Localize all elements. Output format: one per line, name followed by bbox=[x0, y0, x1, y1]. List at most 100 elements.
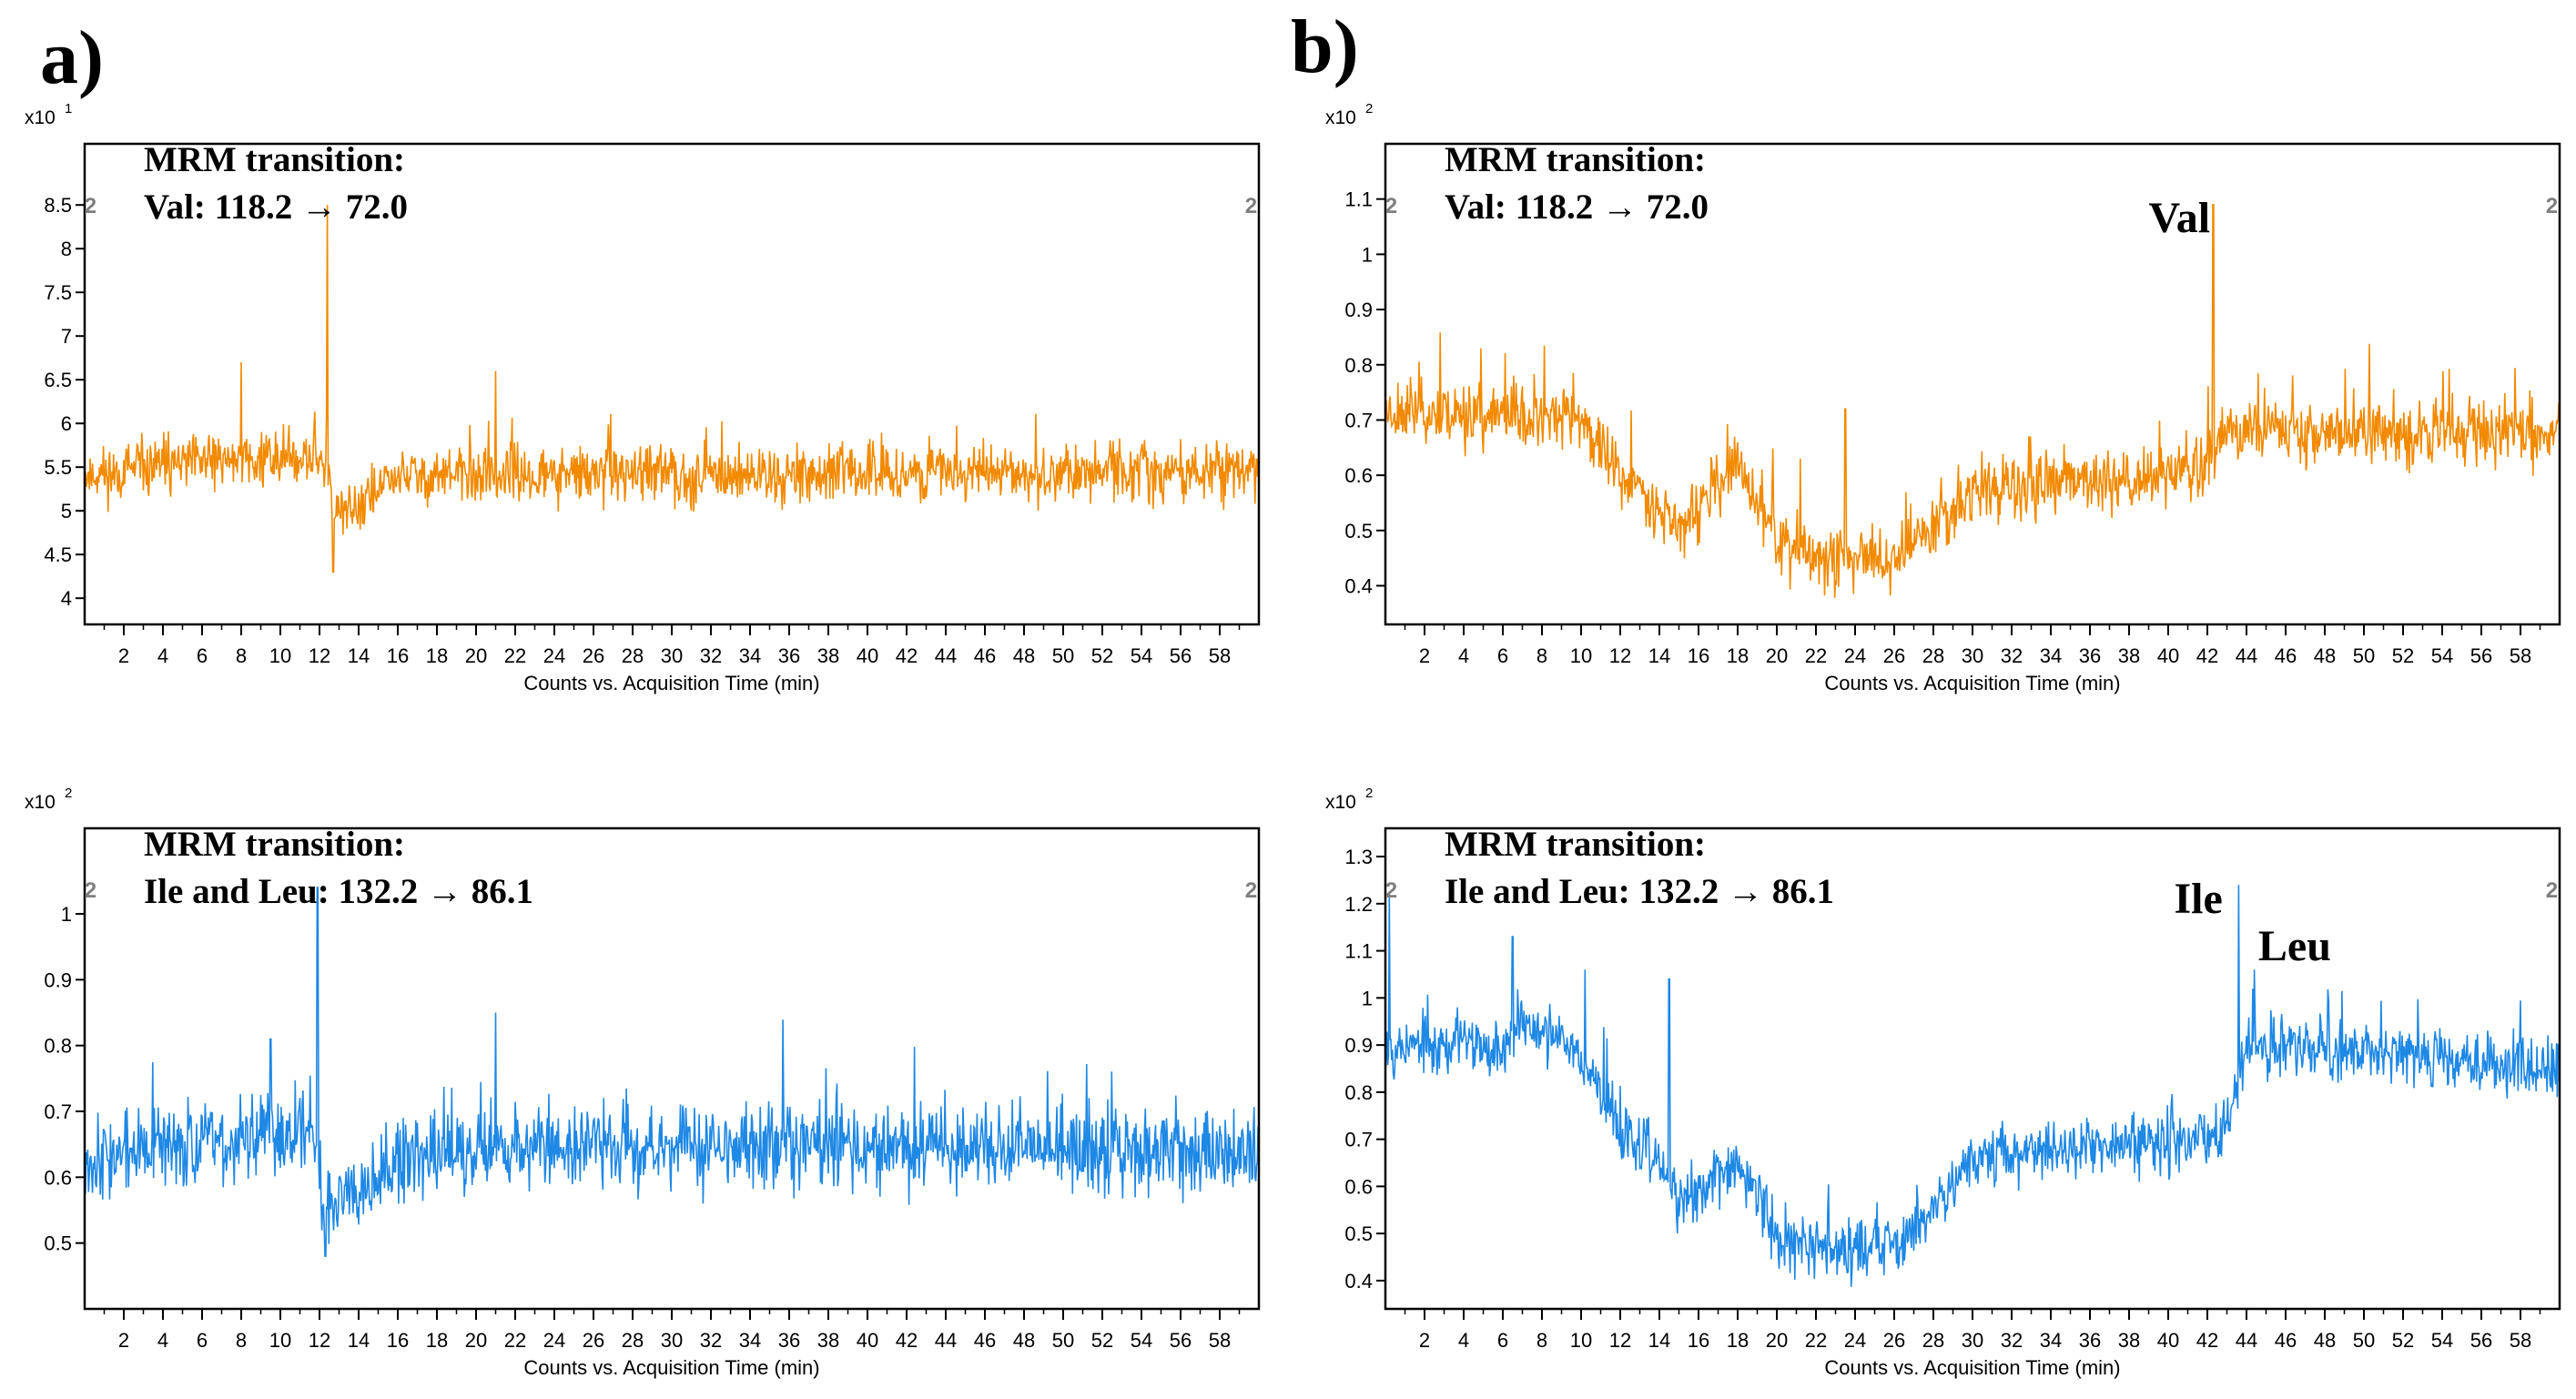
x-tick-label: 22 bbox=[504, 1329, 526, 1352]
x-tick-label: 54 bbox=[2431, 1329, 2453, 1352]
x-tick-label: 20 bbox=[1766, 1329, 1788, 1352]
x-tick-label: 18 bbox=[1727, 644, 1749, 667]
x-tick-label: 12 bbox=[1609, 1329, 1631, 1352]
y-tick-label: 0.7 bbox=[44, 1100, 72, 1123]
transition-label: Val: 118.2 → 72.0 bbox=[1445, 188, 1709, 227]
x-tick-label: 38 bbox=[2118, 1329, 2140, 1352]
x-tick-label: 42 bbox=[2196, 644, 2218, 667]
y-tick-label: 1.1 bbox=[1344, 188, 1373, 211]
chart-b-top: 2 4 6 8 10 12 14 16 18 20 22 24 26 28 30 32 34 36 38 40 42 44… bbox=[1325, 101, 2561, 694]
y-tick-label: 5 bbox=[61, 500, 72, 522]
x-tick-label: 48 bbox=[2314, 644, 2336, 667]
x-tick-label: 8 bbox=[1536, 1329, 1547, 1352]
segment-marker: 2 bbox=[1385, 194, 1397, 218]
x-tick-label: 8 bbox=[236, 1329, 247, 1352]
x-tick-label: 44 bbox=[2236, 644, 2257, 667]
peak-annotation: Val bbox=[2149, 194, 2211, 242]
y-scale-exponent: 1 bbox=[65, 101, 72, 117]
x-tick-label: 22 bbox=[504, 644, 526, 667]
x-tick-label: 10 bbox=[269, 644, 291, 667]
transition-label: Ile and Leu: 132.2 → 86.1 bbox=[144, 872, 533, 911]
x-tick-label: 48 bbox=[1013, 644, 1035, 667]
x-tick-label: 44 bbox=[935, 644, 957, 667]
x-tick-label: 42 bbox=[896, 644, 918, 667]
x-tick-label: 48 bbox=[1013, 1329, 1035, 1352]
x-tick-label: 14 bbox=[348, 644, 370, 667]
transition-title: MRM transition: bbox=[1445, 825, 1706, 864]
x-tick-label: 30 bbox=[661, 1329, 683, 1352]
x-tick-label: 36 bbox=[778, 644, 800, 667]
x-tick-label: 40 bbox=[2157, 644, 2179, 667]
x-tick-label: 50 bbox=[1052, 1329, 1074, 1352]
x-tick-label: 4 bbox=[1458, 1329, 1469, 1352]
x-tick-label: 44 bbox=[935, 1329, 957, 1352]
x-tick-label: 10 bbox=[269, 1329, 291, 1352]
x-tick-label: 2 bbox=[1419, 644, 1430, 667]
x-tick-label: 50 bbox=[2353, 1329, 2375, 1352]
x-tick-label: 18 bbox=[1727, 1329, 1749, 1352]
x-tick-label: 58 bbox=[1209, 1329, 1231, 1352]
transition-title: MRM transition: bbox=[144, 825, 405, 864]
y-tick-label: 0.4 bbox=[1344, 1270, 1373, 1293]
y-tick-label: 0.5 bbox=[1344, 1222, 1373, 1245]
x-tick-label: 4 bbox=[157, 644, 168, 667]
x-tick-label: 32 bbox=[700, 644, 722, 667]
x-tick-label: 22 bbox=[1805, 1329, 1827, 1352]
x-tick-label: 48 bbox=[2314, 1329, 2336, 1352]
series-line bbox=[1385, 885, 2560, 1287]
x-axis-label: Counts vs. Acquisition Time (min) bbox=[1824, 1356, 2120, 1379]
y-tick-label: 7 bbox=[61, 325, 72, 348]
y-scale-label: x10 bbox=[25, 792, 56, 813]
panel-label-b: b) bbox=[1291, 5, 1359, 89]
x-tick-label: 40 bbox=[2157, 1329, 2179, 1352]
chart-b-bottom: 2 4 6 8 10 12 14 16 18 20 22 24 26 28 30 32 34 36 38 40 42 44… bbox=[1325, 786, 2561, 1379]
x-tick-label: 12 bbox=[1609, 644, 1631, 667]
x-tick-label: 52 bbox=[2392, 1329, 2414, 1352]
y-scale-label: x10 bbox=[25, 107, 56, 128]
x-tick-label: 36 bbox=[2079, 644, 2101, 667]
y-tick-label: 1 bbox=[1362, 987, 1373, 1009]
x-tick-label: 32 bbox=[2001, 1329, 2023, 1352]
panel-label-a: a) bbox=[40, 15, 104, 100]
series-line bbox=[1385, 204, 2560, 598]
x-tick-label: 34 bbox=[2040, 1329, 2062, 1352]
segment-marker: 2 bbox=[2546, 194, 2558, 218]
x-tick-label: 24 bbox=[1844, 644, 1866, 667]
x-tick-label: 30 bbox=[661, 644, 683, 667]
x-tick-label: 44 bbox=[2236, 1329, 2257, 1352]
x-tick-label: 6 bbox=[1497, 1329, 1508, 1352]
x-tick-label: 56 bbox=[1170, 644, 1192, 667]
y-tick-label: 0.6 bbox=[1344, 464, 1373, 487]
y-tick-label: 6.5 bbox=[44, 369, 72, 391]
x-tick-label: 52 bbox=[1091, 1329, 1113, 1352]
x-tick-label: 6 bbox=[1497, 644, 1508, 667]
y-tick-label: 8 bbox=[61, 238, 72, 260]
y-tick-label: 0.8 bbox=[1344, 1081, 1373, 1104]
x-tick-label: 20 bbox=[465, 644, 487, 667]
peak-annotation: Ile bbox=[2174, 875, 2222, 923]
x-tick-label: 12 bbox=[309, 644, 330, 667]
x-tick-label: 58 bbox=[2510, 1329, 2531, 1352]
x-tick-label: 36 bbox=[2079, 1329, 2101, 1352]
x-tick-label: 24 bbox=[543, 644, 565, 667]
y-tick-label: 0.5 bbox=[44, 1232, 72, 1255]
x-tick-label: 22 bbox=[1805, 644, 1827, 667]
x-tick-label: 10 bbox=[1570, 1329, 1592, 1352]
y-tick-label: 7.5 bbox=[44, 281, 72, 304]
x-tick-label: 26 bbox=[583, 644, 604, 667]
x-axis-label: Counts vs. Acquisition Time (min) bbox=[523, 1356, 819, 1379]
y-tick-label: 0.6 bbox=[1344, 1175, 1373, 1198]
x-tick-label: 34 bbox=[2040, 644, 2062, 667]
x-tick-label: 8 bbox=[1536, 644, 1547, 667]
x-tick-label: 40 bbox=[857, 644, 878, 667]
y-tick-label: 1 bbox=[1362, 243, 1373, 266]
y-tick-label: 0.8 bbox=[44, 1035, 72, 1058]
y-scale-label: x10 bbox=[1325, 792, 1356, 813]
y-tick-label: 0.5 bbox=[1344, 520, 1373, 542]
x-tick-label: 52 bbox=[1091, 644, 1113, 667]
x-tick-label: 24 bbox=[543, 1329, 565, 1352]
y-scale-label: x10 bbox=[1325, 107, 1356, 128]
x-tick-label: 46 bbox=[2275, 1329, 2297, 1352]
x-tick-label: 54 bbox=[1131, 644, 1152, 667]
y-tick-label: 8.5 bbox=[44, 194, 72, 217]
